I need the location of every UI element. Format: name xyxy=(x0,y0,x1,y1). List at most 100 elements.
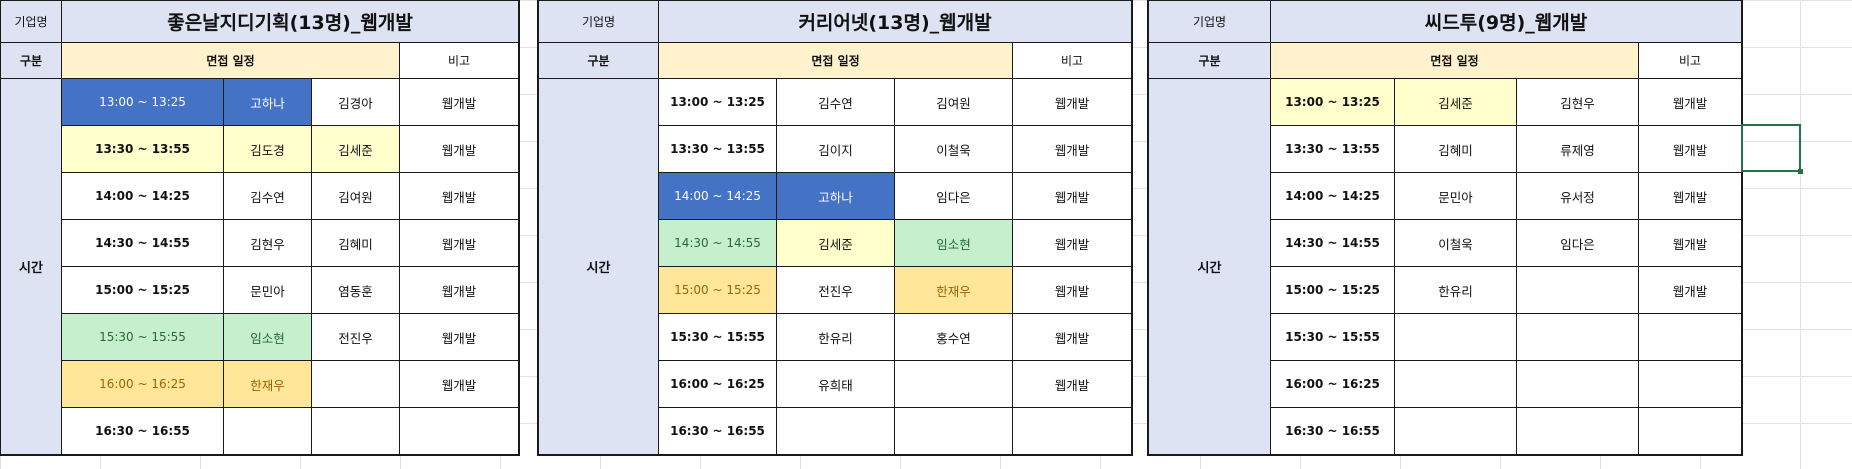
note-cell[interactable]: 웹개발 xyxy=(1637,172,1743,220)
company-title[interactable]: 씨드투(9명)_웹개발 xyxy=(1269,0,1743,43)
note-cell[interactable]: 웹개발 xyxy=(1637,219,1743,267)
time-cell[interactable]: 15:30 ~ 15:55 xyxy=(1270,313,1395,361)
candidate-cell[interactable]: 이철욱 xyxy=(1394,219,1517,267)
category-label[interactable]: 구분 xyxy=(0,42,62,79)
schedule-label[interactable]: 면접 일정 xyxy=(658,42,1013,79)
note-cell[interactable]: 웹개발 xyxy=(398,78,520,126)
schedule-label[interactable]: 면접 일정 xyxy=(1270,42,1639,79)
candidate-cell[interactable]: 임다은 xyxy=(1516,219,1639,267)
note-cell[interactable]: 웹개발 xyxy=(1011,266,1133,314)
note-cell[interactable] xyxy=(1637,407,1743,455)
note-cell[interactable] xyxy=(398,407,520,455)
candidate-cell[interactable]: 김혜미 xyxy=(311,219,400,267)
candidate-cell[interactable] xyxy=(1394,360,1517,408)
time-cell[interactable]: 13:00 ~ 13:25 xyxy=(1270,78,1395,126)
time-cell[interactable]: 16:30 ~ 16:55 xyxy=(658,407,777,455)
time-cell[interactable]: 14:00 ~ 14:25 xyxy=(1270,172,1395,220)
candidate-cell[interactable]: 한재우 xyxy=(894,266,1013,314)
time-label[interactable]: 시간 xyxy=(0,78,62,455)
category-label[interactable]: 구분 xyxy=(1148,42,1271,79)
selected-cell[interactable] xyxy=(1741,124,1801,172)
time-label[interactable]: 시간 xyxy=(538,78,659,455)
candidate-cell[interactable]: 유서정 xyxy=(1516,172,1639,220)
candidate-cell[interactable]: 홍수연 xyxy=(894,313,1013,361)
candidate-cell[interactable] xyxy=(311,360,400,408)
candidate-cell[interactable]: 한유리 xyxy=(776,313,895,361)
candidate-cell[interactable] xyxy=(1394,313,1517,361)
candidate-cell[interactable]: 임소현 xyxy=(894,219,1013,267)
candidate-cell[interactable]: 김현우 xyxy=(223,219,312,267)
time-cell[interactable]: 16:30 ~ 16:55 xyxy=(61,407,224,455)
time-cell[interactable]: 15:00 ~ 15:25 xyxy=(1270,266,1395,314)
note-cell[interactable]: 웹개발 xyxy=(1637,266,1743,314)
note-cell[interactable] xyxy=(1637,313,1743,361)
time-cell[interactable]: 15:30 ~ 15:55 xyxy=(61,313,224,361)
note-cell[interactable]: 웹개발 xyxy=(1011,172,1133,220)
candidate-cell[interactable]: 김세준 xyxy=(311,125,400,173)
candidate-cell[interactable]: 김여원 xyxy=(311,172,400,220)
candidate-cell[interactable] xyxy=(1516,266,1639,314)
candidate-cell[interactable]: 김이지 xyxy=(776,125,895,173)
candidate-cell[interactable]: 전진우 xyxy=(776,266,895,314)
note-cell[interactable]: 웹개발 xyxy=(398,125,520,173)
candidate-cell[interactable] xyxy=(223,407,312,455)
time-cell[interactable]: 14:00 ~ 14:25 xyxy=(658,172,777,220)
candidate-cell[interactable]: 유희태 xyxy=(776,360,895,408)
time-cell[interactable]: 13:00 ~ 13:25 xyxy=(658,78,777,126)
note-label[interactable]: 비고 xyxy=(398,42,520,79)
candidate-cell[interactable]: 문민아 xyxy=(223,266,312,314)
candidate-cell[interactable]: 문민아 xyxy=(1394,172,1517,220)
candidate-cell[interactable]: 김현우 xyxy=(1516,78,1639,126)
note-label[interactable]: 비고 xyxy=(1011,42,1133,79)
candidate-cell[interactable]: 김혜미 xyxy=(1394,125,1517,173)
time-cell[interactable]: 14:30 ~ 14:55 xyxy=(1270,219,1395,267)
note-cell[interactable]: 웹개발 xyxy=(398,172,520,220)
candidate-cell[interactable]: 염동훈 xyxy=(311,266,400,314)
time-cell[interactable]: 14:00 ~ 14:25 xyxy=(61,172,224,220)
candidate-cell[interactable]: 고하나 xyxy=(223,78,312,126)
candidate-cell[interactable]: 김여원 xyxy=(894,78,1013,126)
candidate-cell[interactable]: 전진우 xyxy=(311,313,400,361)
candidate-cell[interactable]: 고하나 xyxy=(776,172,895,220)
note-cell[interactable]: 웹개발 xyxy=(398,219,520,267)
time-cell[interactable]: 13:30 ~ 13:55 xyxy=(658,125,777,173)
time-cell[interactable]: 13:30 ~ 13:55 xyxy=(1270,125,1395,173)
note-cell[interactable]: 웹개발 xyxy=(398,313,520,361)
note-cell[interactable]: 웹개발 xyxy=(398,360,520,408)
candidate-cell[interactable] xyxy=(311,407,400,455)
candidate-cell[interactable]: 한유리 xyxy=(1394,266,1517,314)
time-cell[interactable]: 16:00 ~ 16:25 xyxy=(658,360,777,408)
candidate-cell[interactable]: 김수연 xyxy=(776,78,895,126)
time-label[interactable]: 시간 xyxy=(1148,78,1271,455)
time-cell[interactable]: 16:00 ~ 16:25 xyxy=(1270,360,1395,408)
candidate-cell[interactable] xyxy=(1516,407,1639,455)
note-cell[interactable] xyxy=(1637,360,1743,408)
candidate-cell[interactable] xyxy=(894,360,1013,408)
company-label[interactable]: 기업명 xyxy=(1148,0,1271,43)
candidate-cell[interactable]: 한재우 xyxy=(223,360,312,408)
note-cell[interactable]: 웹개발 xyxy=(1637,78,1743,126)
schedule-label[interactable]: 면접 일정 xyxy=(61,42,400,79)
company-label[interactable]: 기업명 xyxy=(0,0,62,43)
candidate-cell[interactable]: 김세준 xyxy=(1394,78,1517,126)
company-title[interactable]: 좋은날지디기획(13명)_웹개발 xyxy=(60,0,520,43)
note-cell[interactable]: 웹개발 xyxy=(1011,313,1133,361)
note-cell[interactable]: 웹개발 xyxy=(1011,360,1133,408)
candidate-cell[interactable]: 김도경 xyxy=(223,125,312,173)
candidate-cell[interactable]: 류제영 xyxy=(1516,125,1639,173)
note-label[interactable]: 비고 xyxy=(1637,42,1743,79)
candidate-cell[interactable]: 김경아 xyxy=(311,78,400,126)
time-cell[interactable]: 15:30 ~ 15:55 xyxy=(658,313,777,361)
candidate-cell[interactable]: 임다은 xyxy=(894,172,1013,220)
candidate-cell[interactable]: 김수연 xyxy=(223,172,312,220)
candidate-cell[interactable] xyxy=(1516,313,1639,361)
candidate-cell[interactable] xyxy=(776,407,895,455)
note-cell[interactable]: 웹개발 xyxy=(1011,78,1133,126)
note-cell[interactable]: 웹개발 xyxy=(1011,125,1133,173)
time-cell[interactable]: 15:00 ~ 15:25 xyxy=(658,266,777,314)
company-label[interactable]: 기업명 xyxy=(538,0,659,43)
candidate-cell[interactable] xyxy=(1394,407,1517,455)
fill-handle[interactable] xyxy=(1798,169,1803,174)
candidate-cell[interactable]: 이철욱 xyxy=(894,125,1013,173)
